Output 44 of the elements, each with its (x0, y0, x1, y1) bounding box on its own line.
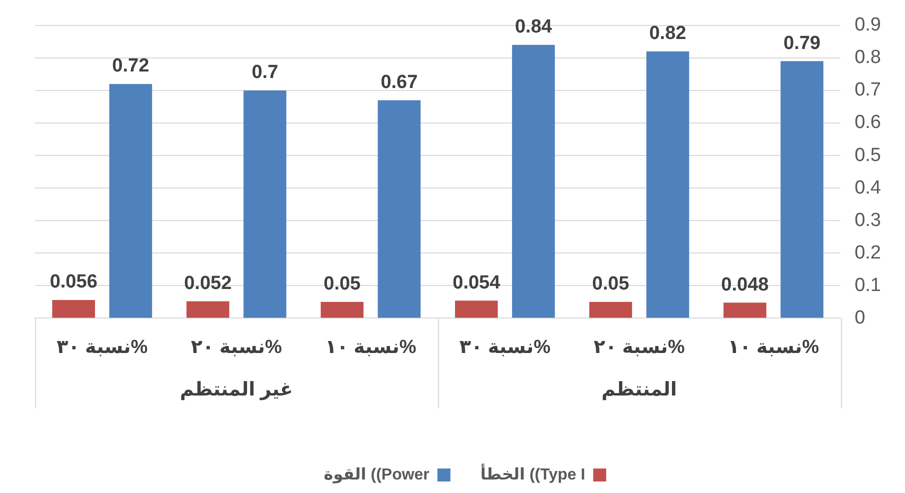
data-label: 0.7 (252, 62, 278, 84)
bar (320, 302, 364, 318)
y-tick-label: 0.7 (854, 80, 882, 101)
data-label: 0.84 (514, 16, 552, 38)
bar (780, 61, 824, 318)
bar (186, 301, 230, 318)
data-label: 0.72 (112, 56, 150, 77)
y-tick-label: 0.1 (854, 274, 882, 296)
legend-label: القوة ((Power (324, 466, 430, 484)
data-label: 0.05 (592, 274, 630, 295)
data-label: 0.82 (649, 23, 686, 44)
bar (724, 302, 766, 318)
x-tick-label: نسبة ٣٠% (56, 336, 148, 358)
data-label: 0.056 (50, 272, 98, 293)
bar (378, 100, 421, 318)
bar (244, 90, 286, 318)
y-tick-label: 0.8 (854, 47, 882, 68)
y-tick-label: 0.4 (854, 177, 882, 198)
bar (52, 300, 95, 318)
x-tick-label: نسبة ٣٠% (459, 336, 551, 358)
data-label: 0.054 (452, 272, 501, 294)
legend-label: الخطأ ((Type I (480, 463, 586, 484)
data-label: 0.67 (380, 72, 418, 93)
text: غير المنتظم (180, 379, 293, 400)
bar (454, 300, 498, 318)
y-tick-label: 0.5 (854, 144, 882, 166)
bar (109, 84, 152, 318)
x-tick-label: نسبة ٢٠% (594, 336, 685, 358)
text: المنتظم (602, 379, 677, 400)
y-tick-label: 0.6 (854, 112, 882, 134)
y-tick-label: 0 (854, 307, 866, 328)
bar (589, 302, 632, 318)
x-tick-label: نسبة ١٠% (728, 336, 820, 358)
bar (646, 51, 690, 318)
data-label: 0.79 (783, 32, 820, 54)
data-label: 0.048 (721, 274, 769, 296)
y-tick-label: 0.2 (854, 242, 882, 264)
bar (512, 44, 555, 318)
x-tick-label: نسبة ١٠% (325, 336, 416, 358)
y-tick-label: 0.3 (854, 210, 882, 231)
data-label: 0.05 (324, 274, 362, 295)
y-tick-label: 0.9 (854, 14, 882, 36)
x-tick-label: نسبة ٢٠% (190, 336, 282, 358)
data-label: 0.052 (184, 273, 232, 294)
